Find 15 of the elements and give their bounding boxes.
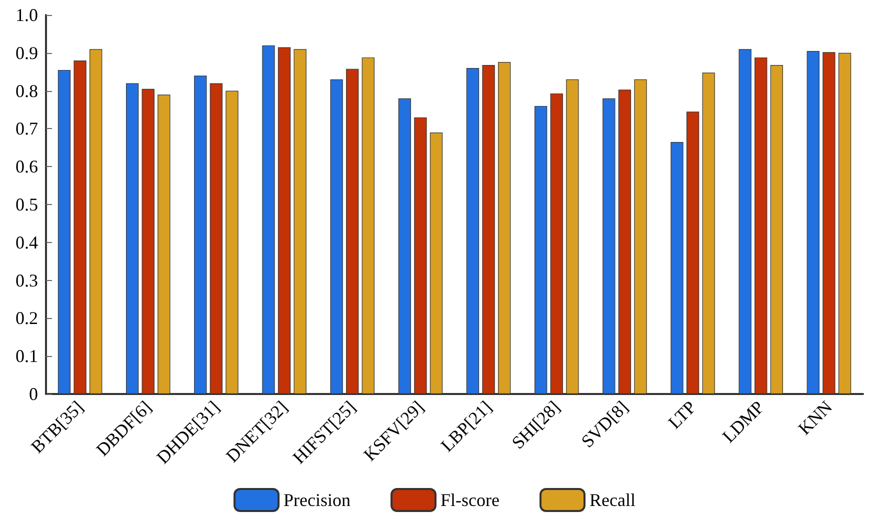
y-tick-label: 0.8 [16, 80, 38, 101]
y-tick-label: 0.3 [16, 270, 38, 290]
y-tick-label: 1.0 [16, 5, 38, 25]
y-tick-label: 0.9 [16, 42, 38, 63]
y-tick-label: 0.7 [16, 118, 38, 139]
y-tick-label: 0.6 [16, 156, 38, 177]
legend-label: Precision [284, 490, 351, 510]
y-tick-label: 0.5 [16, 194, 38, 214]
y-tick-label: 0.4 [16, 232, 38, 252]
legend-label: Recall [590, 490, 636, 510]
y-tick-label: 0.1 [16, 346, 38, 366]
x-tick-label: LTP [664, 396, 700, 433]
y-tick-label: 0.2 [16, 308, 38, 328]
y-tick-label: 0 [29, 384, 38, 404]
legend-label: Fl-score [440, 490, 500, 510]
